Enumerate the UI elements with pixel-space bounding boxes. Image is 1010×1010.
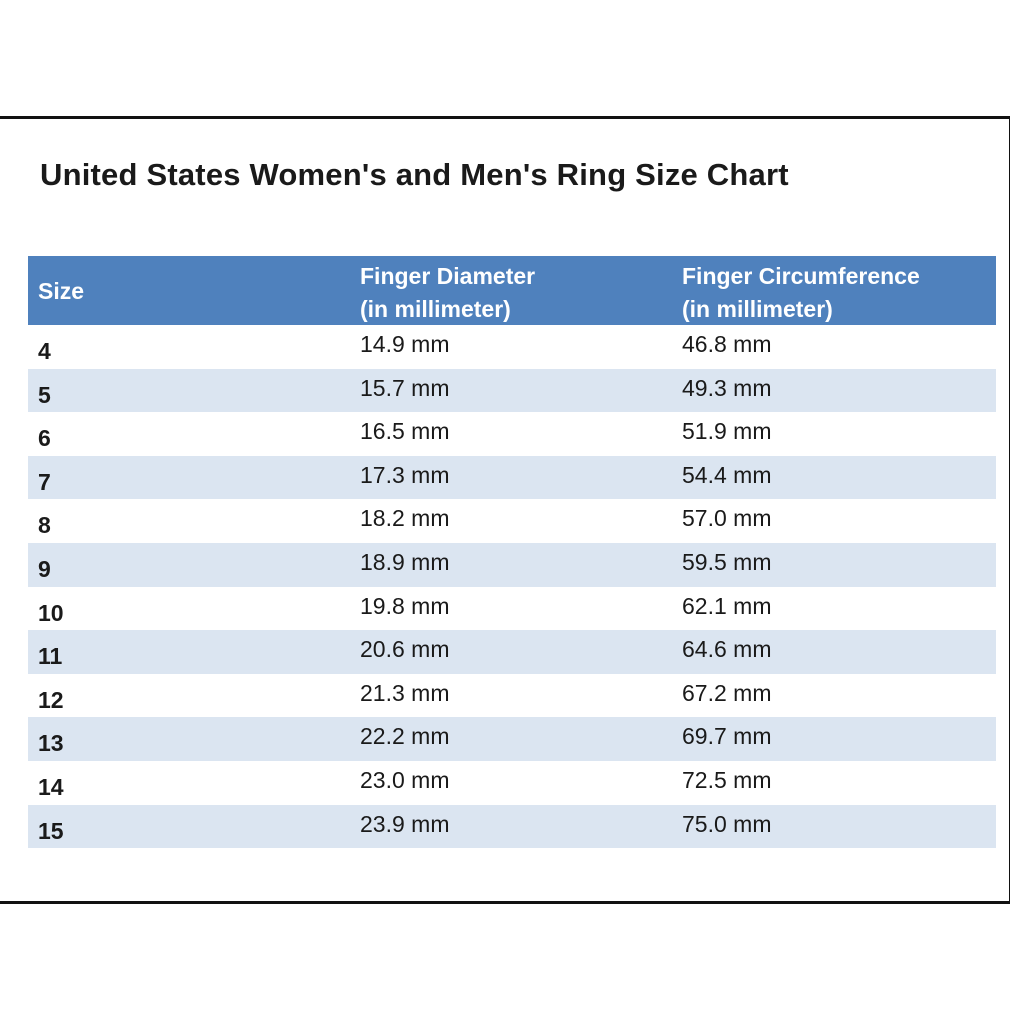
cell-circumference: 49.3 mm: [682, 374, 772, 401]
header-diameter-line2: (in millimeter): [360, 296, 511, 322]
cell-circumference: 72.5 mm: [682, 766, 772, 793]
cell-size: 8: [38, 512, 51, 539]
header-diameter-line1: Finger Diameter: [360, 263, 536, 289]
cell-diameter: 15.7 mm: [360, 374, 450, 401]
cell-diameter: 18.9 mm: [360, 548, 450, 575]
table-header: Size Finger Diameter (in millimeter) Fin…: [28, 256, 996, 325]
cell-diameter: 22.2 mm: [360, 723, 450, 750]
cell-size: 5: [38, 381, 51, 408]
cell-diameter: 20.6 mm: [360, 636, 450, 663]
table-row: 9 18.9 mm 59.5 mm: [28, 542, 996, 587]
ring-size-table: Size Finger Diameter (in millimeter) Fin…: [28, 256, 996, 849]
cell-size: 9: [38, 555, 51, 582]
cell-size: 7: [38, 468, 51, 495]
header-circumference-line2: (in millimeter): [682, 296, 833, 322]
cell-diameter: 16.5 mm: [360, 418, 450, 445]
cell-circumference: 51.9 mm: [682, 418, 772, 445]
cell-size: 10: [38, 599, 64, 626]
cell-size: 12: [38, 686, 64, 713]
header-circumference-line1: Finger Circumference: [682, 263, 920, 289]
table-row: 14 23.0 mm 72.5 mm: [28, 760, 996, 805]
cell-size: 14: [38, 773, 64, 800]
cell-circumference: 69.7 mm: [682, 723, 772, 750]
table-row: 4 14.9 mm 46.8 mm: [28, 325, 996, 369]
page-title: United States Women's and Men's Ring Siz…: [40, 157, 789, 192]
table-row: 12 21.3 mm 67.2 mm: [28, 673, 996, 718]
table-row: 13 22.2 mm 69.7 mm: [28, 717, 996, 761]
chart-frame: United States Women's and Men's Ring Siz…: [0, 116, 1010, 904]
cell-diameter: 19.8 mm: [360, 592, 450, 619]
table-row: 6 16.5 mm 51.9 mm: [28, 412, 996, 456]
header-diameter: Finger Diameter (in millimeter): [360, 260, 535, 326]
cell-circumference: 67.2 mm: [682, 679, 772, 706]
cell-circumference: 62.1 mm: [682, 592, 772, 619]
cell-size: 11: [38, 643, 63, 670]
table-body: 4 14.9 mm 46.8 mm 5 15.7 mm 49.3 mm 6 16…: [28, 325, 996, 849]
cell-diameter: 14.9 mm: [360, 331, 450, 357]
table-row: 15 23.9 mm 75.0 mm: [28, 804, 996, 849]
cell-diameter: 23.9 mm: [360, 810, 450, 837]
cell-diameter: 17.3 mm: [360, 461, 450, 488]
cell-diameter: 23.0 mm: [360, 766, 450, 793]
cell-size: 13: [38, 730, 64, 757]
table-row: 10 19.8 mm 62.1 mm: [28, 586, 996, 631]
cell-diameter: 21.3 mm: [360, 679, 450, 706]
table-row: 11 20.6 mm 64.6 mm: [28, 630, 996, 674]
cell-size: 4: [38, 338, 51, 364]
cell-diameter: 18.2 mm: [360, 505, 450, 532]
table-row: 8 18.2 mm 57.0 mm: [28, 499, 996, 543]
cell-circumference: 75.0 mm: [682, 810, 772, 837]
cell-circumference: 46.8 mm: [682, 331, 772, 357]
header-circumference: Finger Circumference (in millimeter): [682, 260, 920, 326]
table-row: 5 15.7 mm 49.3 mm: [28, 368, 996, 413]
cell-circumference: 57.0 mm: [682, 505, 772, 532]
cell-size: 6: [38, 425, 51, 452]
header-size: Size: [38, 278, 85, 304]
cell-circumference: 59.5 mm: [682, 548, 772, 575]
cell-circumference: 54.4 mm: [682, 461, 772, 488]
cell-size: 15: [38, 817, 64, 844]
cell-circumference: 64.6 mm: [682, 636, 772, 663]
table-row: 7 17.3 mm 54.4 mm: [28, 455, 996, 500]
